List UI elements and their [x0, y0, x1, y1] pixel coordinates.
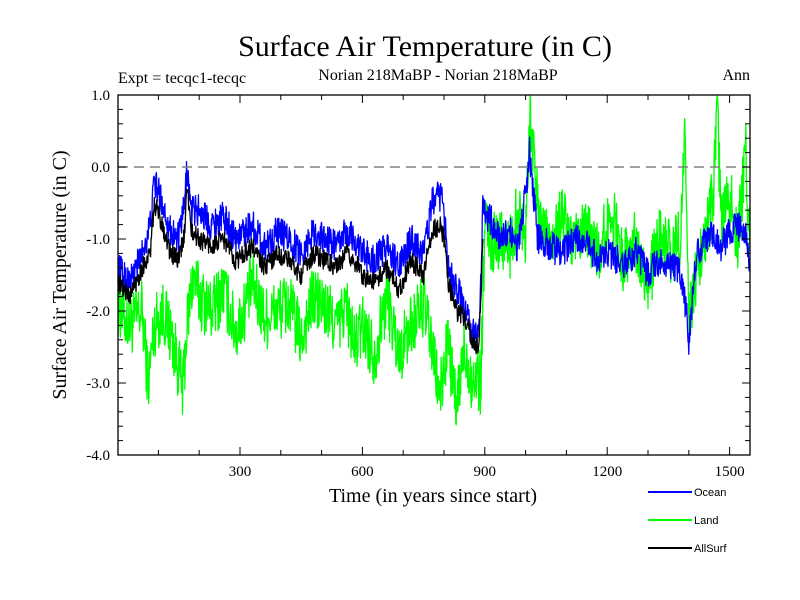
- series-layer: [117, 94, 751, 426]
- axis-ticks: 300 600 900 1200 1500 -4.0 -3.0 -2.0 -1.0 0.0 1.0: [86, 88, 750, 480]
- chart-title: Surface Air Temperature (in C): [238, 30, 612, 63]
- y-tick-label: 1.0: [91, 88, 110, 104]
- x-tick-label: 900: [474, 464, 497, 480]
- x-tick-label: 1500: [715, 464, 745, 480]
- y-tick-label: -3.0: [86, 376, 110, 392]
- y-tick-label: -4.0: [86, 448, 110, 464]
- y-tick-label: -2.0: [86, 304, 110, 320]
- legend: Ocean Land AllSurf: [648, 487, 727, 555]
- plot-frame: [117, 94, 751, 456]
- series-line-ocean: [117, 136, 751, 355]
- period-label: Ann: [722, 67, 750, 84]
- legend-label-land: Land: [694, 515, 718, 527]
- series-line-allsurf: [117, 188, 484, 355]
- y-tick-label: -1.0: [86, 232, 110, 248]
- y-tick-label: 0.0: [91, 160, 110, 176]
- y-axis-label: Surface Air Temperature (in C): [49, 150, 71, 399]
- plot-area: 300 600 900 1200 1500 -4.0 -3.0 -2.0 -1.0 0.0 1.0: [86, 88, 751, 480]
- legend-label-ocean: Ocean: [694, 487, 726, 499]
- x-tick-label: 600: [351, 464, 374, 480]
- series-line-land: [117, 94, 751, 426]
- run-comparison-label: Norian 218MaBP - Norian 218MaBP: [318, 67, 557, 84]
- legend-label-allsurf: AllSurf: [694, 543, 727, 555]
- x-tick-label: 1200: [592, 464, 622, 480]
- x-tick-label: 300: [229, 464, 252, 480]
- experiment-label: Expt = tecqc1-tecqc: [118, 70, 246, 87]
- x-axis-label: Time (in years since start): [329, 485, 537, 507]
